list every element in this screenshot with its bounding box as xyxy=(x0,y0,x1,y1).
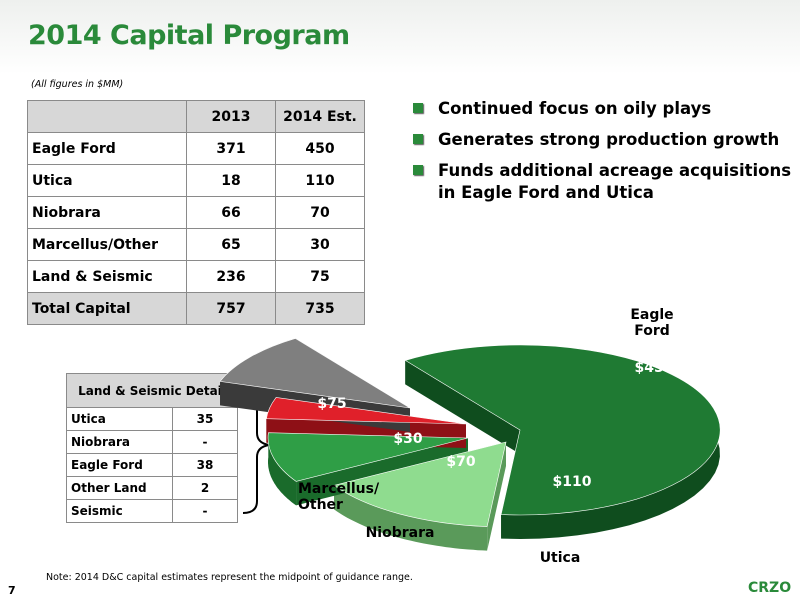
table-row: Marcellus/Other 65 30 xyxy=(27,228,365,261)
table-row: Niobrara - xyxy=(66,430,238,454)
detail-value: 38 xyxy=(172,453,238,477)
cell-2014: 30 xyxy=(275,228,365,261)
table-row: Eagle Ford 38 xyxy=(66,453,238,477)
pie-slice xyxy=(219,338,411,409)
pie-category-label: Marcellus/Other xyxy=(298,481,380,513)
bullet-list: Continued focus on oily plays Generates … xyxy=(412,98,792,213)
bullet-square-icon xyxy=(413,165,423,175)
total-2013: 757 xyxy=(186,292,276,325)
table-row: Land & Seismic 236 75 xyxy=(27,260,365,293)
bullet-text: Generates strong production growth xyxy=(438,130,780,149)
pie-slice-side xyxy=(268,432,297,506)
detail-label: Other Land xyxy=(66,476,173,500)
capital-table-header-row: 2013 2014 Est. xyxy=(27,100,365,133)
page-title: 2014 Capital Program xyxy=(28,20,350,51)
cell-2013: 371 xyxy=(186,132,276,165)
bullet-square-icon xyxy=(413,134,423,144)
bullet-square-icon xyxy=(413,103,423,113)
pie-slice xyxy=(404,344,721,516)
pie-category-label: Niobrara xyxy=(366,525,435,541)
pie-data-label: $30 xyxy=(393,431,422,447)
cell-2013: 236 xyxy=(186,260,276,293)
row-label: Niobrara xyxy=(27,196,187,229)
row-label: Marcellus/Other xyxy=(27,228,187,261)
pie-label-layer: $450 $110 $70 $30 $75 Eagle Ford Utica Niobrara M… xyxy=(298,307,674,566)
total-row: Total Capital 757 735 xyxy=(27,292,365,325)
detail-title: Land & Seismic Detail xyxy=(66,373,238,408)
cell-2014: 70 xyxy=(275,196,365,229)
land-seismic-detail-table: Land & Seismic Detail Utica 35 Niobrara … xyxy=(66,373,238,523)
cell-2013: 18 xyxy=(186,164,276,197)
pie-category-label: Utica xyxy=(540,550,581,566)
pie-slice-side xyxy=(334,485,488,551)
pie-slice xyxy=(267,432,469,482)
total-2014: 735 xyxy=(275,292,365,325)
detail-value: - xyxy=(172,499,238,523)
bullet-item: Generates strong production growth xyxy=(412,129,792,151)
pie-category-label: Eagle Ford xyxy=(630,307,673,339)
brand-logo: CRZO xyxy=(748,580,792,596)
header-band xyxy=(0,0,800,74)
cell-2013: 65 xyxy=(186,228,276,261)
detail-label: Utica xyxy=(66,407,173,431)
table-row: Utica 35 xyxy=(66,407,238,431)
bullet-item: Funds additional acreage acquisitions in… xyxy=(412,160,792,204)
detail-label: Eagle Ford xyxy=(66,453,173,477)
total-label: Total Capital xyxy=(27,292,187,325)
capital-table: 2013 2014 Est. Eagle Ford 371 450 Utica … xyxy=(27,100,365,325)
pie-data-label: $75 xyxy=(317,396,346,412)
detail-value: 35 xyxy=(172,407,238,431)
detail-label: Seismic xyxy=(66,499,173,523)
capital-col-header: 2014 Est. xyxy=(275,100,365,133)
pie-data-label: $110 xyxy=(553,474,592,490)
pie-top-layer xyxy=(219,338,721,527)
table-row: Seismic - xyxy=(66,499,238,523)
pie-data-label: $450 xyxy=(635,360,674,376)
pie-slice-wall xyxy=(487,442,506,551)
units-note: (All figures in $MM) xyxy=(31,79,124,90)
bullet-text: Funds additional acreage acquisitions in… xyxy=(438,161,792,202)
cell-2014: 450 xyxy=(275,132,365,165)
bullet-item: Continued focus on oily plays xyxy=(412,98,792,120)
pie-slice xyxy=(266,397,467,425)
cell-2014: 75 xyxy=(275,260,365,293)
table-row: Eagle Ford 371 450 xyxy=(27,132,365,165)
pie-slice xyxy=(333,441,507,527)
page-number: 7 xyxy=(8,584,16,597)
pie-slice-wall xyxy=(405,360,520,454)
cell-2014: 110 xyxy=(275,164,365,197)
bullet-text: Continued focus on oily plays xyxy=(438,99,712,118)
detail-header-row: Land & Seismic Detail xyxy=(66,373,238,408)
footnote: Note: 2014 D&C capital estimates represe… xyxy=(46,572,413,583)
pie-data-label: $70 xyxy=(446,454,475,470)
table-row: Other Land 2 xyxy=(66,476,238,500)
